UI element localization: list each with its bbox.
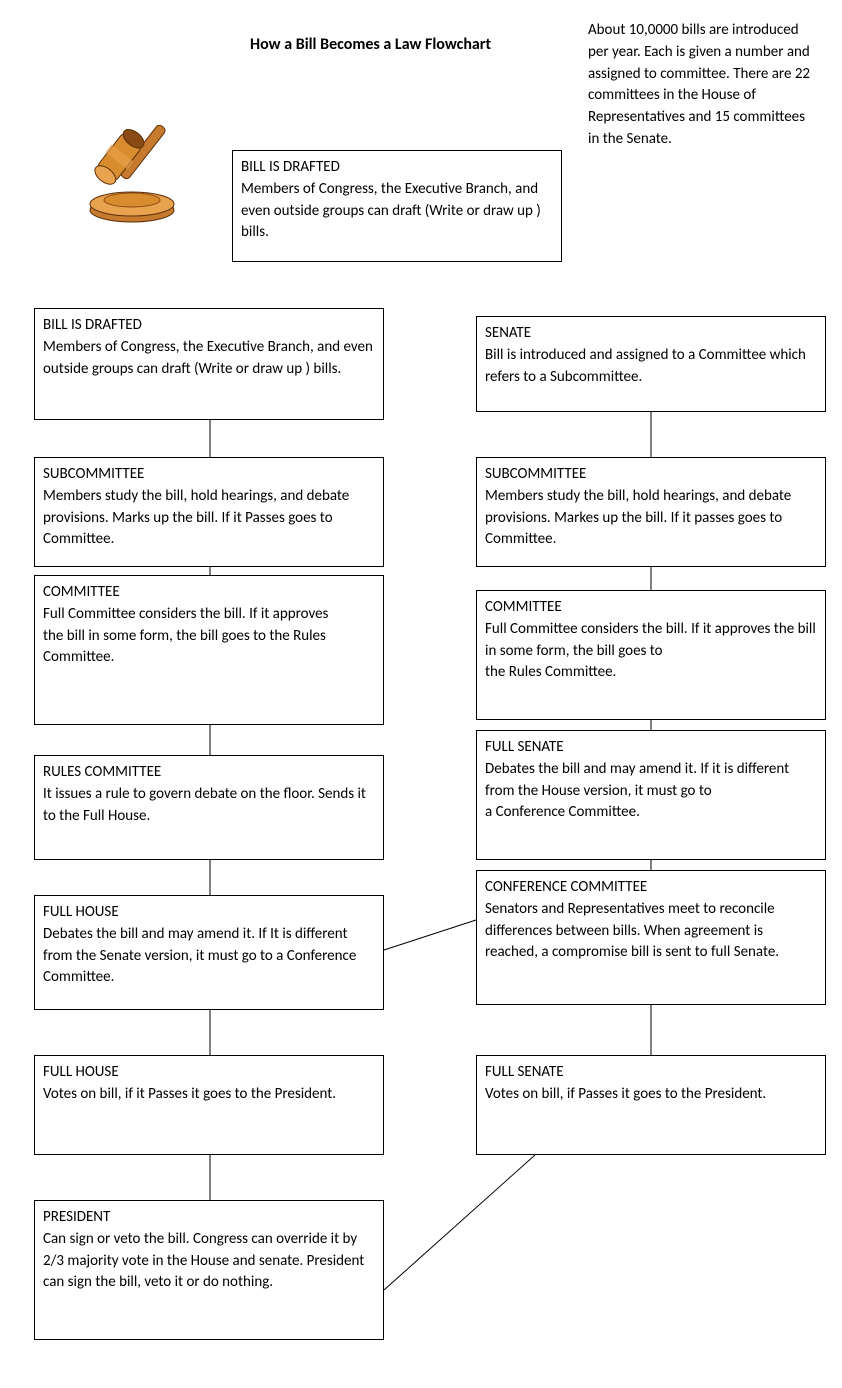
box-body: Members study the bill, hold hearings, a… [43, 486, 375, 551]
box-title: FULL SENATE [485, 1062, 817, 1084]
box-title: BILL IS DRAFTED [241, 157, 553, 179]
box-body: Members of Congress, the Executive Branc… [241, 179, 553, 244]
box-title: CONFERENCE COMMITTEE [485, 877, 817, 899]
box-body: Members study the bill, hold hearings, a… [485, 486, 817, 551]
box-body: Senators and Representatives meet to rec… [485, 899, 817, 964]
flowchart-box-house-sub: SUBCOMMITTEEMembers study the bill, hold… [34, 457, 384, 567]
flowchart-box-top-draft: BILL IS DRAFTEDMembers of Congress, the … [232, 150, 562, 262]
flowchart-box-house-draft: BILL IS DRAFTEDMembers of Congress, the … [34, 308, 384, 420]
box-body: Full Committee considers the bill. If it… [485, 619, 817, 684]
box-body: Full Committee considers the bill. If it… [43, 604, 375, 669]
box-title: SUBCOMMITTEE [485, 464, 817, 486]
flowchart-box-senate-intro: SENATEBill is introduced and assigned to… [476, 316, 826, 412]
flowchart-box-senate-full1: FULL SENATEDebates the bill and may amen… [476, 730, 826, 860]
intro-note: About 10,0000 bills are introduced per y… [588, 20, 818, 151]
box-body: Votes on bill, if Passes it goes to the … [485, 1084, 817, 1106]
box-body: It issues a rule to govern debate on the… [43, 784, 375, 828]
box-title: FULL SENATE [485, 737, 817, 759]
box-title: SUBCOMMITTEE [43, 464, 375, 486]
box-title: COMMITTEE [485, 597, 817, 619]
flowchart-box-senate-conf: CONFERENCE COMMITTEESenators and Represe… [476, 870, 826, 1005]
box-title: RULES COMMITTEE [43, 762, 375, 784]
flowchart-box-house-rules: RULES COMMITTEEIt issues a rule to gover… [34, 755, 384, 860]
flowchart-box-senate-sub: SUBCOMMITTEEMembers study the bill, hold… [476, 457, 826, 567]
box-title: SENATE [485, 323, 817, 345]
box-title: BILL IS DRAFTED [43, 315, 375, 337]
flowchart-box-house-full2: FULL HOUSEVotes on bill, if it Passes it… [34, 1055, 384, 1155]
page-title: How a Bill Becomes a Law Flowchart [250, 35, 491, 54]
box-body: Debates the bill and may amend it. If It… [43, 924, 375, 989]
flowchart-box-president: PRESIDENTCan sign or veto the bill. Cong… [34, 1200, 384, 1340]
box-title: COMMITTEE [43, 582, 375, 604]
box-title: FULL HOUSE [43, 1062, 375, 1084]
box-body: Bill is introduced and assigned to a Com… [485, 345, 817, 389]
box-body: Members of Congress, the Executive Branc… [43, 337, 375, 381]
flowchart-box-senate-comm: COMMITTEEFull Committee considers the bi… [476, 590, 826, 720]
box-body: Can sign or veto the bill. Congress can … [43, 1229, 375, 1294]
box-body: Votes on bill, if it Passes it goes to t… [43, 1084, 375, 1106]
box-title: FULL HOUSE [43, 902, 375, 924]
flowchart-box-house-full1: FULL HOUSEDebates the bill and may amend… [34, 895, 384, 1010]
box-body: Debates the bill and may amend it. If it… [485, 759, 817, 824]
gavel-icon [70, 110, 210, 230]
flowchart-box-house-comm: COMMITTEEFull Committee considers the bi… [34, 575, 384, 725]
flowchart-box-senate-full2: FULL SENATEVotes on bill, if Passes it g… [476, 1055, 826, 1155]
box-title: PRESIDENT [43, 1207, 375, 1229]
